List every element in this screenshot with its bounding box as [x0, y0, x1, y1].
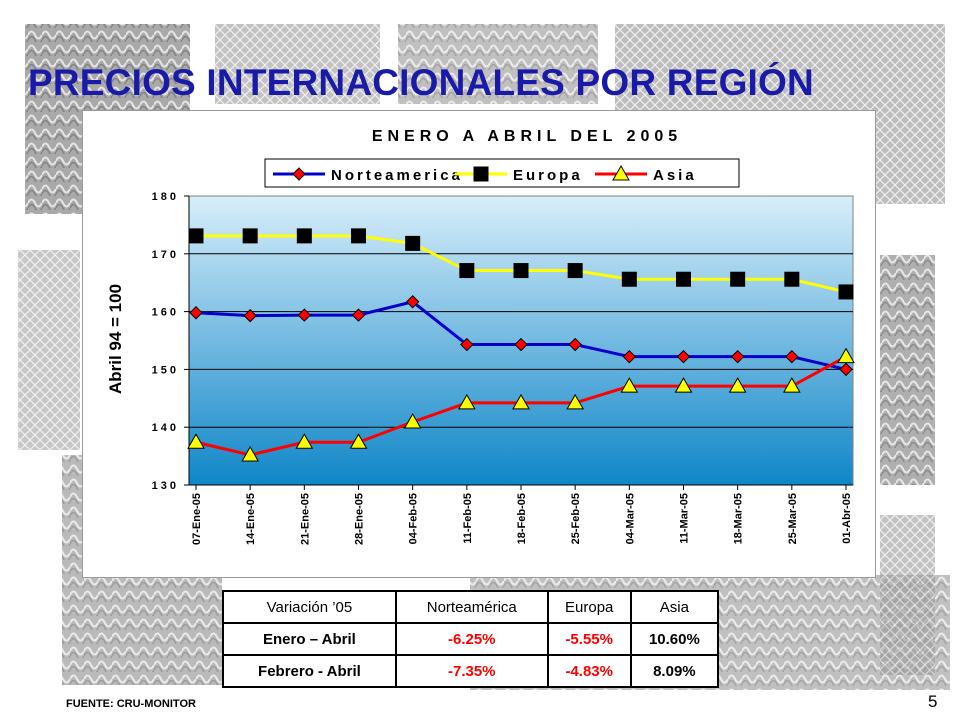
- data-point-norteamerica: [351, 308, 366, 322]
- y-tick-label: 130: [152, 480, 179, 492]
- series-norteamerica: [189, 295, 853, 377]
- x-tick-label: 25-Feb-05: [570, 493, 582, 544]
- table-header-cell: Europa: [546, 590, 632, 624]
- data-point-asia: [457, 393, 476, 410]
- data-point-europa: [567, 263, 583, 279]
- page-number: 5: [928, 692, 938, 711]
- table-header-row: Variación ’05 Norteamérica Europa Asia: [222, 590, 720, 624]
- data-point-asia: [295, 433, 314, 449]
- data-point-norteamerica: [622, 349, 637, 364]
- data-point-europa: [351, 228, 366, 244]
- data-point-norteamerica: [514, 337, 528, 352]
- table-cell: 8.09%: [629, 654, 720, 688]
- data-point-europa: [676, 271, 691, 287]
- y-tick-label: 180: [152, 191, 179, 203]
- x-tick-label: 11-Mar-05: [679, 493, 691, 544]
- legend-label-norteamerica: Norteamerica: [331, 167, 463, 184]
- data-point-asia: [512, 393, 530, 410]
- table-row-label: Febrero - Abril: [222, 654, 397, 688]
- legend-marker-norteamerica: [292, 167, 306, 181]
- data-point-norteamerica: [839, 362, 853, 377]
- data-point-norteamerica: [676, 349, 691, 364]
- table-header-cell: Norteamérica: [394, 590, 549, 624]
- x-tick-label: 11-Feb-05: [462, 493, 474, 544]
- series-asia: [187, 347, 855, 462]
- chart-title: ENERO A ABRIL DEL 2005: [372, 128, 682, 145]
- table-row: Febrero - Abril -7.35% -4.83% 8.09%: [222, 654, 720, 688]
- axes: 130 140 150 160 170 180 07-Ene-05 14-Ene-05 21-E…: [152, 191, 853, 545]
- data-point-europa: [730, 271, 746, 287]
- data-point-europa: [459, 263, 475, 279]
- table-cell: 10.60%: [629, 622, 720, 656]
- data-point-asia: [728, 377, 747, 393]
- data-point-norteamerica: [460, 337, 474, 352]
- data-point-europa: [621, 271, 637, 287]
- data-point-europa: [513, 263, 529, 279]
- price-index-line-chart: ENERO A ABRIL DEL 2005 Norteamerica Europ…: [106, 128, 855, 545]
- data-point-norteamerica: [785, 349, 799, 364]
- legend-label-asia: Asia: [653, 167, 697, 184]
- table-cell: -6.25%: [394, 622, 549, 656]
- data-point-asia: [241, 445, 260, 462]
- data-point-asia: [403, 412, 422, 429]
- x-tick-label: 21-Ene-05: [299, 493, 311, 545]
- data-point-norteamerica: [189, 306, 203, 320]
- x-tick-label: 18-Feb-05: [516, 493, 528, 544]
- table-row-label: Enero – Abril: [222, 622, 397, 656]
- legend-marker-europa: [473, 166, 489, 182]
- table-cell: -4.83%: [546, 654, 632, 688]
- x-tick-label: 28-Ene-05: [354, 493, 366, 545]
- data-point-norteamerica: [243, 308, 257, 323]
- x-tick-label: 25-Mar-05: [787, 493, 799, 544]
- data-point-asia: [566, 393, 585, 410]
- data-point-europa: [242, 228, 258, 244]
- table-cell: -7.35%: [394, 654, 549, 688]
- series-layer: [187, 228, 855, 462]
- table-cell: -5.55%: [546, 622, 632, 656]
- source-note: FUENTE: CRU-MONITOR: [66, 698, 196, 710]
- x-tick-label: 01-Abr-05: [841, 493, 853, 544]
- x-tick-label: 14-Ene-05: [245, 493, 257, 545]
- y-tick-label: 150: [152, 364, 179, 376]
- gridlines: [189, 253, 853, 428]
- data-point-europa: [296, 228, 312, 244]
- data-point-asia: [837, 347, 855, 364]
- data-point-norteamerica: [297, 308, 312, 322]
- variation-table: Variación ’05 Norteamérica Europa Asia E…: [222, 590, 720, 688]
- y-tick-label: 160: [152, 307, 179, 319]
- table-row: Enero – Abril -6.25% -5.55% 10.60%: [222, 622, 720, 656]
- data-point-asia: [187, 433, 205, 449]
- x-tick-label: 04-Feb-05: [408, 493, 420, 544]
- y-tick-label: 140: [152, 422, 179, 434]
- data-point-asia: [620, 377, 639, 393]
- data-point-europa: [784, 271, 800, 287]
- x-tick-label: 04-Mar-05: [624, 493, 636, 544]
- data-point-norteamerica: [405, 295, 420, 309]
- data-point-europa: [838, 284, 854, 300]
- data-point-europa: [405, 235, 421, 251]
- data-point-europa: [188, 228, 204, 244]
- data-point-asia: [782, 377, 801, 393]
- data-point-norteamerica: [568, 337, 582, 352]
- x-tick-label: 18-Mar-05: [733, 493, 745, 544]
- x-tick-label: 07-Ene-05: [191, 493, 203, 545]
- legend-marker-asia: [612, 164, 630, 181]
- page-title: PRECIOS INTERNACIONALES POR REGIÓN: [28, 62, 814, 103]
- data-point-asia: [349, 433, 368, 449]
- data-point-norteamerica: [730, 349, 745, 364]
- y-axis-label: Abril 94 = 100: [106, 284, 125, 394]
- data-point-asia: [674, 377, 693, 393]
- table-header-cell: Variación ’05: [222, 590, 397, 624]
- chart-legend: Norteamerica Europa Asia: [264, 158, 740, 188]
- legend-label-europa: Europa: [513, 167, 583, 184]
- series-europa: [188, 228, 854, 300]
- y-tick-label: 170: [152, 249, 179, 261]
- chart-panel: ENERO A ABRIL DEL 2005 Norteamerica Europ…: [82, 110, 876, 578]
- table-header-cell: Asia: [629, 590, 720, 624]
